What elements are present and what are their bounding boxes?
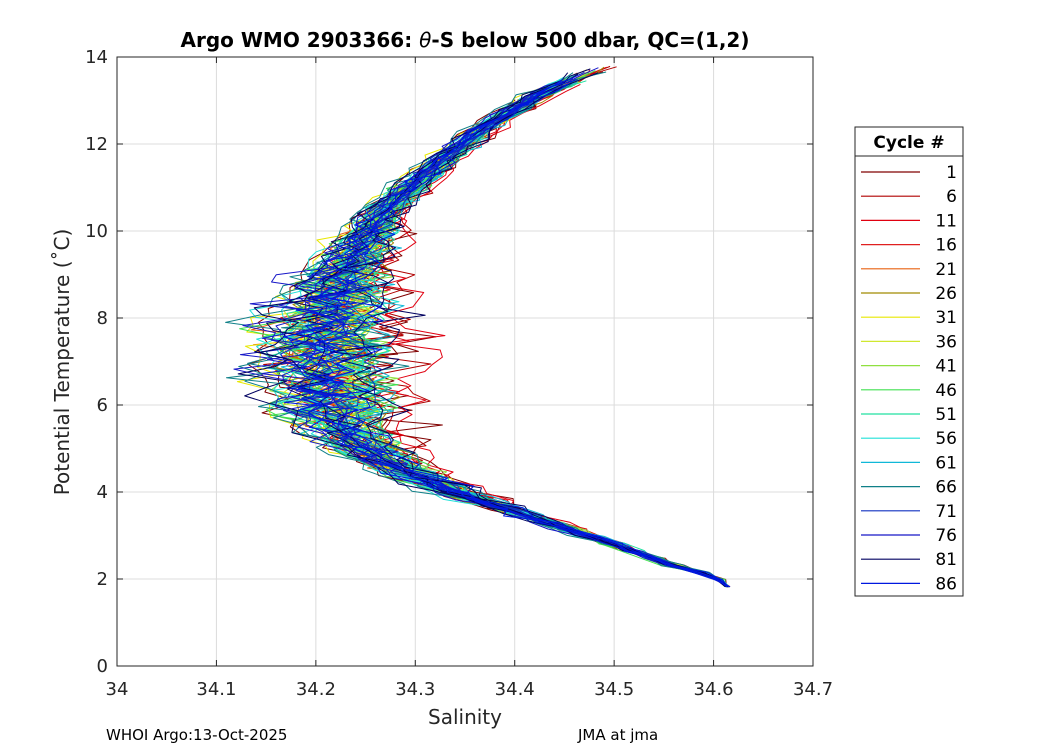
- legend-box: [854, 126, 964, 597]
- y-tick-label: 12: [85, 134, 108, 155]
- x-tick-label: 34.2: [296, 679, 336, 700]
- legend-entry-label: 1: [946, 163, 957, 183]
- x-tick-label: 34.5: [594, 679, 634, 700]
- plot-frame: [116, 56, 814, 667]
- x-tick-label: 34.6: [694, 679, 734, 700]
- chart-title: Argo WMO 2903366: θ-S below 500 dbar, QC…: [181, 28, 750, 52]
- legend-entry-label: 66: [935, 478, 957, 498]
- cycle-profile-line: [290, 78, 728, 588]
- x-tick-label: 34.7: [793, 679, 833, 700]
- y-tick-label: 10: [85, 221, 108, 242]
- chart-title-prefix: Argo WMO 2903366:: [181, 28, 420, 52]
- legend-entry-label: 46: [935, 381, 957, 401]
- y-axis-label: Potential Temperature (˚C): [50, 229, 74, 496]
- x-tick-label: 34.4: [495, 679, 535, 700]
- legend-entry-label: 36: [935, 332, 957, 352]
- chart-title-suffix: -S below 500 dbar, QC=(1,2): [431, 28, 749, 52]
- cycle-profile-line: [320, 98, 729, 588]
- x-tick-label: 34.1: [196, 679, 236, 700]
- legend-entry-label: 86: [935, 574, 957, 594]
- cycle-profile-line: [295, 79, 729, 588]
- cycle-profile-line: [312, 82, 727, 588]
- x-tick-label: 34.3: [395, 679, 435, 700]
- plot-background: [117, 57, 813, 666]
- legend-title: Cycle #: [873, 133, 944, 153]
- legend-entry-label: 6: [946, 187, 957, 207]
- footer-left: WHOI Argo:13-Oct-2025: [106, 726, 288, 744]
- legend-entry-label: 81: [935, 550, 957, 570]
- legend: Cycle # 16111621263136414651566166717681…: [854, 126, 964, 597]
- y-tick-label: 6: [97, 395, 108, 416]
- y-tick-label: 14: [85, 47, 108, 68]
- tick-layer: 34 34.1 34.2 34.3 34.4 34.5 34.6 34.7 0 2 4 6 8 10 12 1…: [85, 47, 833, 700]
- cycle-profile-line: [329, 72, 728, 588]
- legend-entry-label: 11: [935, 211, 957, 231]
- x-axis-label: Salinity: [428, 705, 502, 729]
- y-tick-label: 4: [97, 482, 108, 503]
- series-layer: [225, 65, 731, 588]
- y-tick-label: 8: [97, 308, 108, 329]
- legend-entry-label: 76: [935, 526, 957, 546]
- footer-right: JMA at jma: [578, 726, 659, 744]
- legend-entry-label: 61: [935, 453, 957, 473]
- legend-entry-label: 16: [935, 236, 957, 256]
- x-tick-label: 34: [106, 679, 129, 700]
- legend-entry-label: 26: [935, 284, 957, 304]
- legend-entry-label: 71: [935, 502, 957, 522]
- legend-entry-label: 21: [935, 260, 957, 280]
- legend-entry-label: 51: [935, 405, 957, 425]
- cycle-profile-line: [284, 89, 731, 588]
- y-tick-label: 2: [97, 569, 108, 590]
- cycle-profile-line: [373, 83, 729, 588]
- y-tick-label: 0: [97, 656, 108, 677]
- cycle-profile-line: [320, 94, 728, 588]
- chart-title-theta: θ: [419, 28, 431, 52]
- legend-entry-label: 56: [935, 429, 957, 449]
- legend-entry-label: 41: [935, 357, 957, 377]
- cycle-profile-line: [237, 72, 726, 588]
- legend-entry-label: 31: [935, 308, 957, 328]
